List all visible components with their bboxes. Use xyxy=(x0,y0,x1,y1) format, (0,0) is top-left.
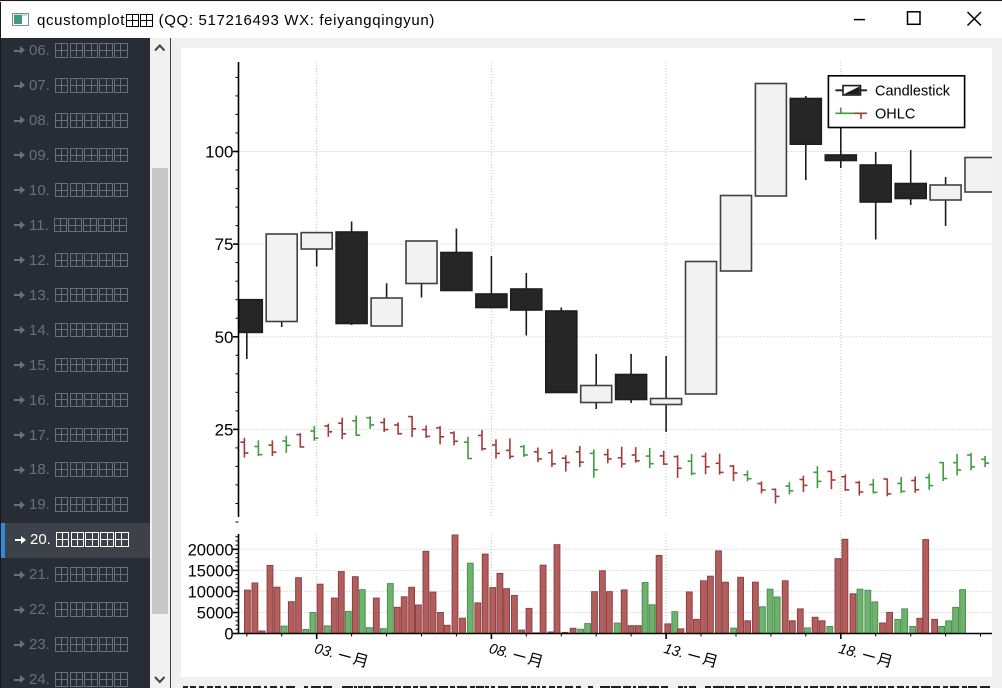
svg-text:50: 50 xyxy=(215,328,234,347)
svg-text:5000: 5000 xyxy=(197,605,234,623)
svg-text:15000: 15000 xyxy=(188,562,234,580)
svg-text:OHLC: OHLC xyxy=(875,107,915,123)
svg-text:18.: 18. xyxy=(837,641,861,662)
svg-text:25: 25 xyxy=(215,420,234,439)
svg-text:0: 0 xyxy=(224,626,233,644)
svg-text:100: 100 xyxy=(205,143,233,162)
svg-text:03.: 03. xyxy=(313,641,337,662)
svg-text:Candlestick: Candlestick xyxy=(875,84,951,100)
svg-text:75: 75 xyxy=(215,235,234,254)
svg-text:13.: 13. xyxy=(662,641,686,662)
svg-text:10000: 10000 xyxy=(188,583,234,601)
svg-text:08.: 08. xyxy=(487,641,511,662)
svg-text:20000: 20000 xyxy=(188,541,234,559)
